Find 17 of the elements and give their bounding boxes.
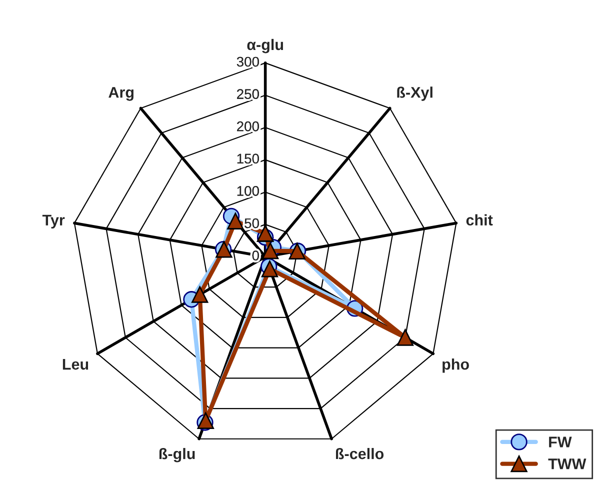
spoke-label: ß-cello xyxy=(336,448,384,460)
y-tick-label: 250 xyxy=(237,89,259,99)
y-tick-label: 150 xyxy=(237,154,259,164)
spoke-label: Tyr xyxy=(42,214,65,229)
spoke-label: chit xyxy=(466,214,493,226)
y-tick-label: 200 xyxy=(237,121,259,132)
y-tick-label: 300 xyxy=(236,56,259,67)
y-tick-label: 100 xyxy=(237,186,259,196)
spoke-label: α-glu xyxy=(247,38,284,54)
legend-label: TWW xyxy=(548,458,586,470)
spoke-label: ß-glu xyxy=(159,448,195,462)
spoke-label: ß-Xyl xyxy=(397,86,432,101)
spoke-label: Leu xyxy=(62,359,88,370)
y-tick-label: 50 xyxy=(244,218,259,228)
spoke-label: pho xyxy=(442,358,469,373)
spoke-label: Arg xyxy=(108,87,134,101)
legend-label: FW xyxy=(549,436,572,448)
